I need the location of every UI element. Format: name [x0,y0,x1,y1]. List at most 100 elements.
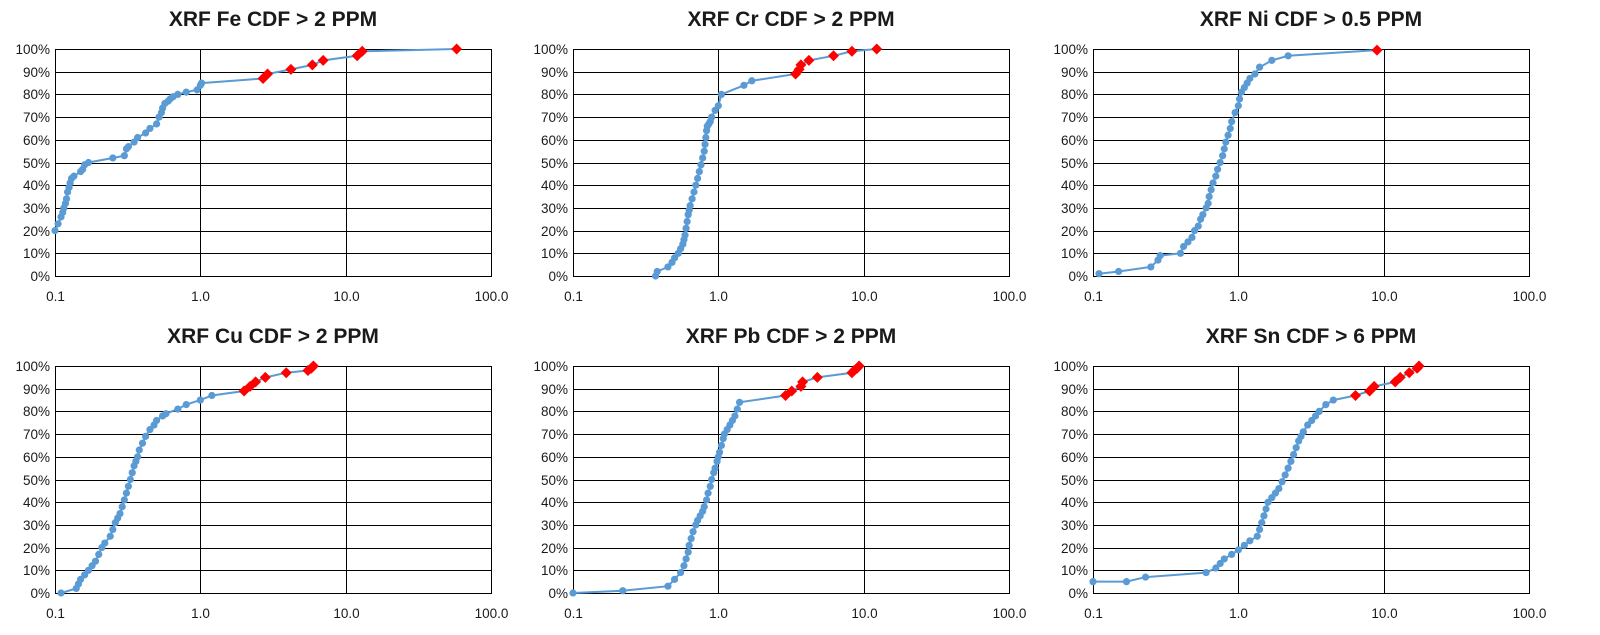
chart-svg: XRF Fe CDF > 2 PPM 0% 10% 20% 30% 40% 50% 60% 70… [15,8,508,304]
data-point [1275,484,1283,493]
chart-panel: XRF Fe CDF > 2 PPM 0% 10% 20% 30% 40% 50% 60% 70… [10,0,530,318]
data-point-above-threshold [853,360,865,372]
data-point [1222,138,1230,146]
y-tick-label: 90% [1061,65,1088,80]
data-point-above-threshold [1403,367,1415,379]
x-tick-label: 100.0 [475,606,509,621]
cdf-line [54,48,457,232]
y-tick-label: 50% [23,473,50,488]
data-point [1147,263,1155,271]
data-point [711,464,719,472]
y-tick-label: 10% [1061,246,1088,261]
x-tick-label: 10.0 [1371,606,1397,621]
data-point [208,391,216,400]
y-tick-label: 70% [23,110,50,125]
y-tick-label: 60% [541,450,568,465]
data-point [1220,145,1228,153]
data-point [706,482,714,490]
cdf-line [572,365,860,594]
data-point [1284,464,1292,472]
chart-svg: XRF Pb CDF > 2 PPM 0% 10% 20% 30% 40% 50% 60% 70… [533,325,1026,621]
data-point [196,396,204,404]
y-tick-label: 0% [548,269,568,284]
y-tick-label: 0% [30,269,50,284]
y-tick-label: 30% [1061,518,1088,533]
x-tick-label: 0.1 [46,606,65,621]
data-point [684,548,692,556]
data-point [91,557,100,565]
data-point-above-threshold [1371,44,1383,56]
data-point [688,195,696,203]
data-point [708,113,716,121]
data-point-above-threshold [259,371,271,383]
data-point [700,147,708,155]
y-tick-label: 10% [23,563,50,578]
y-tick-label: 20% [541,224,568,239]
data-point-above-threshold [306,59,318,71]
y-tick-label: 0% [1068,586,1088,601]
y-tick-label: 0% [1068,269,1088,284]
data-point [1224,131,1232,139]
data-point-above-threshold [846,45,858,57]
data-point [1156,251,1164,260]
y-tick-label: 20% [23,541,50,556]
chart-title: XRF Ni CDF > 0.5 PPM [1200,8,1422,31]
y-tick-label: 70% [541,427,568,442]
y-tick-label: 20% [1061,224,1088,239]
data-point [118,503,126,511]
y-tick-label: 50% [541,473,568,488]
y-tick-label: 40% [541,178,568,193]
data-point [1199,211,1207,219]
data-point [1202,568,1210,577]
data-point-above-threshold [285,63,297,75]
data-point [1204,199,1212,207]
data-point [1176,249,1185,257]
chart-title: XRF Cu CDF > 2 PPM [167,325,379,348]
plot-frame [1093,49,1530,277]
y-tick-label: 80% [541,87,568,102]
data-point-above-threshold [356,45,368,57]
y-tick-label: 60% [1061,450,1088,465]
data-point [701,140,709,148]
data-point-above-threshold [280,367,292,379]
data-point [731,412,739,420]
data-point [116,509,124,518]
y-tick-label: 10% [23,246,50,261]
data-point-above-threshold [811,371,823,383]
data-point [1207,186,1215,194]
data-point [700,503,708,511]
data-point [708,475,716,484]
data-point [1219,152,1227,160]
data-point [715,448,724,456]
plot-frame [1093,366,1530,594]
data-point [1141,573,1150,581]
data-point [1216,158,1224,167]
data-point [174,405,182,413]
x-tick-label: 0.1 [564,606,583,621]
data-point [182,88,190,96]
data-point [1240,541,1248,549]
data-point [1234,102,1242,110]
data-point [57,589,65,597]
cdf-line [60,365,315,594]
data-point [1255,63,1264,71]
data-point-above-threshold [795,59,807,71]
data-point [1095,270,1103,278]
plot-frame [573,366,1010,594]
data-point [1235,95,1244,103]
x-tick-label: 100.0 [1513,606,1547,621]
data-point [1234,546,1242,554]
data-point [124,143,133,151]
y-tick-label: 60% [23,133,50,148]
cdf-line [654,48,877,277]
y-tick-label: 30% [541,518,568,533]
x-tick-label: 10.0 [1371,289,1397,304]
y-tick-label: 80% [23,404,50,419]
data-point [1246,537,1254,545]
y-tick-label: 70% [1061,110,1088,125]
data-point [95,550,103,559]
data-point [748,77,756,85]
data-point [685,541,693,549]
y-tick-label: 100% [1053,359,1088,374]
data-point [1089,578,1097,586]
